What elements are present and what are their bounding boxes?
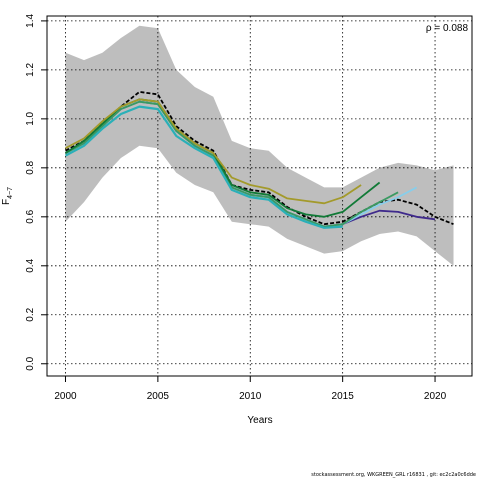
y-tick-label: 0.8: [25, 160, 36, 174]
grid-layer: [47, 16, 472, 376]
plot-frame: [46, 15, 473, 377]
confidence-band: [65, 25, 454, 266]
y-tick-label: 1.2: [25, 62, 36, 76]
x-tick-label: 2020: [424, 391, 447, 402]
annotation-rho: ρ = 0.088: [426, 23, 469, 34]
y-tick-label: 1.4: [25, 14, 36, 28]
y-tick-label: 1.0: [25, 111, 36, 125]
y-axis-label-main: F: [1, 199, 12, 205]
y-tick-label: 0.4: [25, 258, 36, 272]
y-tick-label: 0.2: [25, 307, 36, 321]
footer-credit: stockassessment.org, WKGREEN_GRL r16831 …: [311, 472, 476, 478]
x-tick-label: 2010: [239, 391, 262, 402]
y-tick-label: 0.0: [25, 356, 36, 370]
x-tick-label: 2015: [332, 391, 355, 402]
axis-layer: 2000 2005 2010 2015 2020 0.0 0.2 0.4 0.6 0.8 1.0 1.…: [25, 14, 447, 402]
x-tick-label: 2000: [54, 391, 77, 402]
series-layer: [64, 91, 454, 229]
confidence-band-layer: [65, 25, 454, 266]
series-line-4: [65, 100, 399, 228]
x-axis-label: Years: [247, 415, 272, 426]
series-line-7: [64, 105, 343, 229]
series-line-6: [65, 98, 362, 205]
y-tick-label: 0.6: [25, 209, 36, 223]
y-axis-label-subscript: 4−7: [7, 187, 14, 199]
y-axis-label: F4−7: [1, 187, 14, 205]
x-tick-label: 2005: [147, 391, 170, 402]
